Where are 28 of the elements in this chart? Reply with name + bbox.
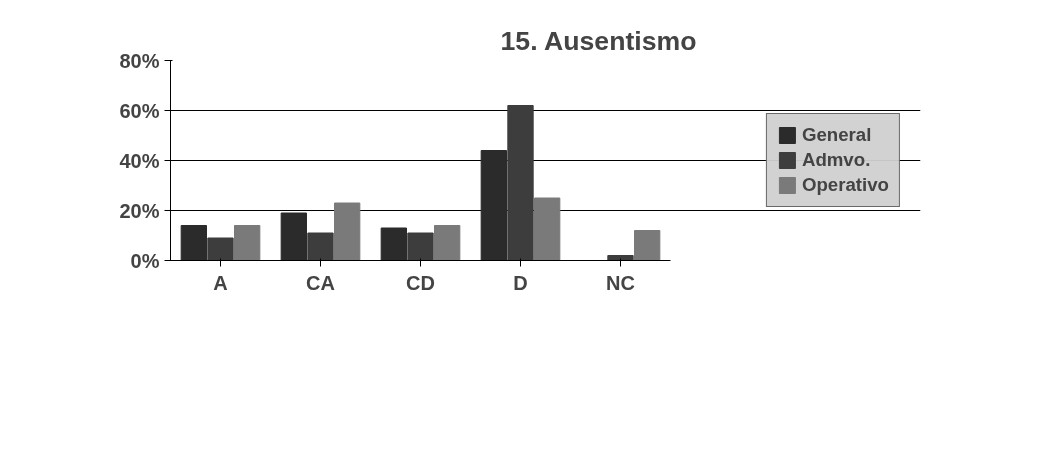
y-tick-label: 40% (119, 149, 160, 172)
y-tick-label: 80% (119, 49, 160, 72)
bar (180, 225, 207, 261)
bar (207, 237, 234, 261)
bar (480, 150, 507, 261)
bar (607, 255, 634, 261)
bar (534, 197, 561, 261)
bar (307, 232, 334, 261)
x-tick-label: CA (306, 271, 335, 294)
legend-label: General (801, 124, 872, 146)
x-tick-label: A (213, 271, 228, 294)
y-tick-label: 0% (130, 249, 160, 272)
x-tick-label: D (513, 271, 528, 294)
y-tick-label: 60% (119, 99, 160, 122)
y-tick-label: 20% (119, 199, 160, 222)
bar (434, 225, 461, 261)
bar (234, 225, 261, 261)
x-tick-label: CD (406, 271, 435, 294)
bar (507, 105, 534, 261)
bar (407, 232, 434, 261)
bar (334, 202, 361, 261)
bar (380, 227, 407, 261)
bar (280, 212, 307, 261)
chart-title: 15. Ausentismo (500, 25, 697, 56)
legend-label: Admvo. (801, 149, 871, 171)
legend-label: Operativo (801, 174, 889, 196)
x-tick-label: NC (606, 271, 635, 294)
bar (634, 230, 661, 261)
